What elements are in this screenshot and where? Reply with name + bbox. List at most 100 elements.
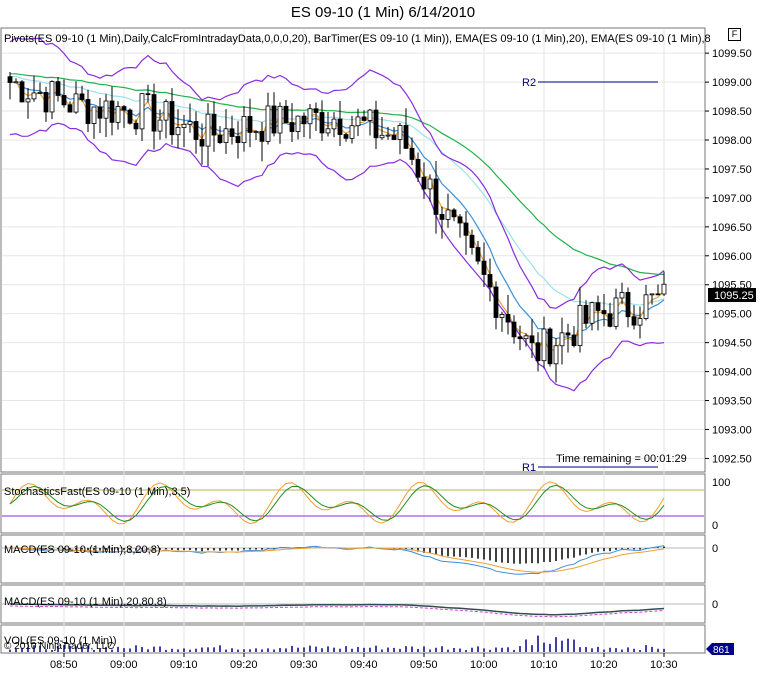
stochastics-panel[interactable] xyxy=(0,473,706,534)
candle xyxy=(307,104,313,139)
candle xyxy=(121,105,127,128)
candle xyxy=(499,311,505,332)
candle xyxy=(7,72,13,100)
candle xyxy=(361,110,367,122)
candle xyxy=(19,80,25,103)
candle xyxy=(283,99,289,123)
candle xyxy=(391,127,397,141)
stochastics-label: StochasticsFast(ES 09-10 (1 Min),3,5) xyxy=(4,486,190,498)
stoch-slow-line xyxy=(9,484,665,522)
x-tick-10: 10:30 xyxy=(650,659,678,671)
candle xyxy=(13,78,19,84)
candle xyxy=(271,92,277,137)
macd-slow-panel[interactable] xyxy=(0,584,706,624)
candle xyxy=(43,86,49,122)
r2-label: R2 xyxy=(522,77,536,89)
price-tick-14: 1092.50 xyxy=(712,453,752,465)
candle xyxy=(427,174,433,202)
macd-fast-panel[interactable] xyxy=(0,534,706,584)
candle xyxy=(517,325,523,351)
price-tick-11: 1094.00 xyxy=(712,367,752,379)
last-price-tag xyxy=(708,288,756,302)
candle xyxy=(193,111,199,154)
candle xyxy=(619,282,625,305)
stoch-tick-0: 0 xyxy=(712,520,718,532)
candle xyxy=(133,119,139,136)
candle xyxy=(175,109,181,149)
candle xyxy=(217,126,223,145)
last-volume-tag xyxy=(706,643,734,655)
x-tick-6: 09:50 xyxy=(410,659,438,671)
candle xyxy=(229,115,235,145)
price-tick-12: 1093.50 xyxy=(712,396,752,408)
price-panel[interactable] xyxy=(0,27,706,473)
candle xyxy=(421,162,427,199)
candle xyxy=(523,333,529,347)
candle xyxy=(511,315,517,344)
price-tick-2: 1098.50 xyxy=(712,106,752,118)
candle xyxy=(649,293,655,305)
candle xyxy=(37,82,43,94)
candle xyxy=(139,93,145,142)
x-tick-1: 09:00 xyxy=(110,659,138,671)
x-tick-3: 09:20 xyxy=(230,659,258,671)
candle xyxy=(91,106,97,139)
candle xyxy=(247,98,253,148)
price-tick-4: 1097.50 xyxy=(712,164,752,176)
last-price-value: 1095.25 xyxy=(714,290,754,302)
r1-label: R1 xyxy=(522,462,536,474)
candle xyxy=(379,117,385,140)
candle xyxy=(79,85,85,102)
price-tick-10: 1094.50 xyxy=(712,338,752,350)
candle xyxy=(403,108,409,149)
candle xyxy=(343,132,349,142)
candle xyxy=(433,161,439,234)
price-tick-6: 1096.50 xyxy=(712,222,752,234)
candle xyxy=(115,101,121,130)
candle xyxy=(625,287,631,328)
x-tick-7: 10:00 xyxy=(470,659,498,671)
last-volume-value: 861 xyxy=(713,645,730,656)
candle xyxy=(85,89,91,132)
candle xyxy=(355,108,361,137)
candle xyxy=(301,112,307,138)
candle xyxy=(571,326,577,348)
candle xyxy=(541,316,547,369)
candle xyxy=(331,112,337,138)
price-tick-5: 1097.00 xyxy=(712,193,752,205)
volume-label: VOL(ES 09-10 (1 Min)) xyxy=(4,635,116,647)
candle xyxy=(97,97,103,134)
candle xyxy=(235,121,241,159)
ema-8-line xyxy=(9,81,665,340)
price-indicator-label: Pivots(ES 09-10 (1 Min),Daily,CalcFromIn… xyxy=(4,33,711,45)
candle xyxy=(607,302,613,328)
candle xyxy=(409,137,415,166)
candle xyxy=(529,319,535,358)
candle xyxy=(73,81,79,114)
x-tick-5: 09:40 xyxy=(350,659,378,671)
candle xyxy=(469,229,475,255)
candle xyxy=(415,152,421,182)
candle xyxy=(493,281,499,330)
candle xyxy=(643,284,649,321)
format-button[interactable]: F xyxy=(728,28,741,41)
macd-fast-label: MACD(ES 09-10 (1 Min),8,20,8) xyxy=(4,544,161,556)
candle xyxy=(589,301,595,331)
macd-slow-line xyxy=(10,603,665,616)
price-tick-3: 1098.00 xyxy=(712,135,752,147)
macd-fast-signal xyxy=(10,547,665,573)
candle xyxy=(319,100,325,141)
candle xyxy=(187,103,193,133)
macd-fast-tick-0: 0 xyxy=(712,543,718,555)
candle xyxy=(439,206,445,239)
macd-slow-tick-0: 0 xyxy=(712,599,718,611)
candle xyxy=(241,106,247,152)
candle xyxy=(451,208,457,222)
volume-panel[interactable] xyxy=(0,624,706,654)
candle xyxy=(31,75,37,102)
ema-slow-line xyxy=(10,73,665,275)
price-tick-7: 1096.00 xyxy=(712,251,752,263)
candle xyxy=(601,294,607,327)
candle xyxy=(583,300,589,329)
candle xyxy=(559,317,565,365)
